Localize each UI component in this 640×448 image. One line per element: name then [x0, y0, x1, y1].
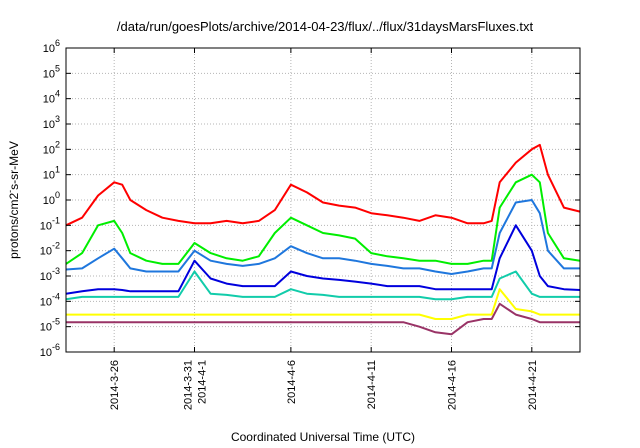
- series-line-4: [65, 224, 581, 295]
- y-tick-label: 10-6: [40, 342, 60, 359]
- y-tick-label: 103: [43, 114, 60, 131]
- y-tick-label: 10-2: [40, 241, 60, 258]
- y-axis-label: protons/cm2-s-sr-MeV: [5, 141, 21, 259]
- x-tick-label: 2014-3-31: [183, 360, 195, 410]
- y-tick-label: 10-1: [40, 215, 60, 232]
- tick-layer: 10-6 10-5 10-4 10-3 10-2 10-1 100 101 102 103 104 1…: [40, 38, 580, 410]
- x-tick-label: 2014-4-11: [366, 360, 378, 409]
- y-tick-label: 101: [43, 165, 60, 182]
- y-tick-label: 102: [43, 139, 60, 156]
- x-tick-label: 2014-4-16: [447, 360, 459, 410]
- x-tick-label: 2014-4-1: [197, 360, 209, 404]
- x-tick-label: 2014-4-6: [286, 360, 298, 404]
- series-line-1: [65, 143, 581, 227]
- y-tick-label: 106: [43, 38, 60, 55]
- chart-title: /data/run/goesPlots/archive/2014-04-23/f…: [117, 19, 534, 34]
- series-line-6: [66, 288, 580, 320]
- y-tick-label: 10-4: [40, 291, 60, 308]
- series-line-2: [65, 173, 581, 265]
- y-tick-label: 105: [43, 63, 60, 80]
- y-tick-label: 104: [43, 89, 60, 106]
- series-line-7: [66, 302, 580, 336]
- y-tick-label: 10-5: [40, 317, 60, 334]
- series-line-3: [65, 199, 580, 275]
- x-tick-label: 2014-4-21: [527, 360, 539, 410]
- y-tick-label: 10-3: [40, 266, 60, 283]
- x-axis-label: Coordinated Universal Time (UTC): [231, 430, 415, 444]
- series-line-5: [65, 270, 580, 301]
- x-tick-label: 2014-3-26: [109, 360, 121, 410]
- series-layer: [65, 143, 581, 336]
- y-tick-label: 100: [43, 190, 60, 207]
